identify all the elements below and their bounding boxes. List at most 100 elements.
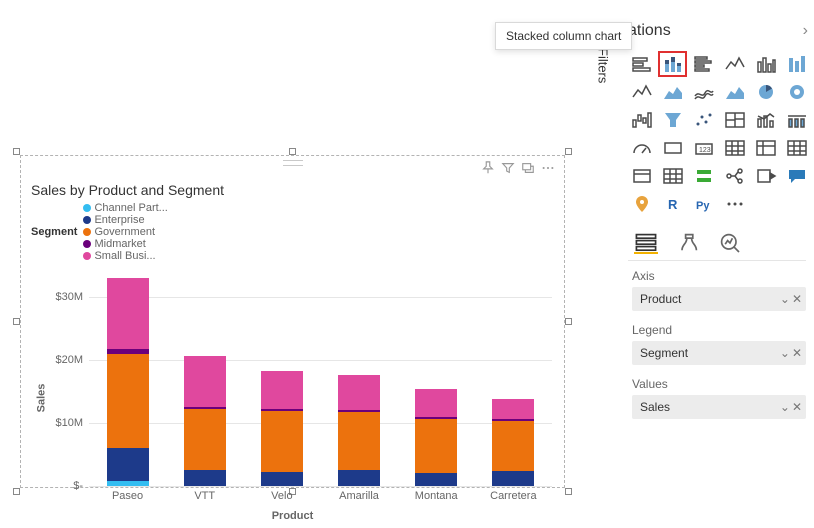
- x-tick-label: Amarilla: [324, 490, 394, 502]
- bar-segment[interactable]: [338, 412, 380, 470]
- bar-segment[interactable]: [261, 371, 303, 409]
- bar-segment[interactable]: [415, 419, 457, 473]
- values-well[interactable]: Sales ⌄✕: [632, 395, 806, 419]
- axis-well[interactable]: Product ⌄✕: [632, 287, 806, 311]
- x-tick-label: Paseo: [93, 490, 163, 502]
- bar-segment[interactable]: [107, 278, 149, 349]
- legend-swatch: [83, 204, 91, 212]
- svg-text:123: 123: [699, 147, 711, 154]
- axis-well-value: Product: [640, 292, 681, 306]
- legend-item[interactable]: Midmarket: [83, 238, 167, 250]
- bar-segment[interactable]: [184, 356, 226, 407]
- viz-type-gauge[interactable]: [628, 136, 655, 160]
- more-options-icon[interactable]: [538, 159, 558, 177]
- bar-segment[interactable]: [492, 421, 534, 471]
- viz-type-slicer[interactable]: [628, 164, 655, 188]
- bar-segment[interactable]: [184, 409, 226, 469]
- bar-segment[interactable]: [107, 481, 149, 486]
- drag-grip-icon[interactable]: [283, 160, 303, 166]
- viz-type-table-alt[interactable]: [783, 136, 810, 160]
- viz-type-map[interactable]: [628, 192, 655, 216]
- remove-field-icon[interactable]: ✕: [792, 346, 802, 360]
- chevron-down-icon[interactable]: ⌄: [780, 292, 790, 306]
- bar-segment[interactable]: [261, 411, 303, 472]
- svg-text:R: R: [668, 197, 678, 212]
- x-tick-label: VTT: [170, 490, 240, 502]
- remove-field-icon[interactable]: ✕: [792, 400, 802, 414]
- bar-segment[interactable]: [107, 354, 149, 448]
- viz-type-ribbon[interactable]: [690, 80, 717, 104]
- viz-type-waterfall[interactable]: [628, 108, 655, 132]
- viz-type-line-alt[interactable]: [628, 80, 655, 104]
- viz-type-funnel[interactable]: [659, 108, 686, 132]
- viz-type-pie[interactable]: [752, 80, 779, 104]
- chevron-down-icon[interactable]: ⌄: [780, 346, 790, 360]
- bar-segment[interactable]: [184, 470, 226, 486]
- viz-type-stacked-column[interactable]: [659, 52, 686, 76]
- chart-plot: $-$10M$20M$30MPaseoVTTVeloAmarillaMontan…: [89, 272, 552, 486]
- legend-well-value: Segment: [640, 346, 688, 360]
- bar-segment[interactable]: [338, 375, 380, 410]
- bar[interactable]: Velo: [261, 371, 303, 486]
- bar-segment[interactable]: [492, 399, 534, 419]
- pin-icon[interactable]: [478, 159, 498, 177]
- legend-swatch: [83, 252, 91, 260]
- legend-item[interactable]: Small Busi...: [83, 250, 167, 262]
- viz-type-clustered-column[interactable]: [752, 52, 779, 76]
- viz-type-area[interactable]: [659, 80, 686, 104]
- gridline: [89, 486, 552, 487]
- filter-icon[interactable]: [498, 159, 518, 177]
- chevron-down-icon[interactable]: ⌄: [780, 400, 790, 414]
- collapse-pane-icon[interactable]: ›: [803, 22, 808, 40]
- remove-field-icon[interactable]: ✕: [792, 292, 802, 306]
- viz-type-multi-row[interactable]: [690, 164, 717, 188]
- bar-segment[interactable]: [492, 471, 534, 486]
- viz-type-qna[interactable]: [783, 164, 810, 188]
- bar-segment[interactable]: [338, 470, 380, 486]
- bar[interactable]: Montana: [415, 389, 457, 486]
- legend-well[interactable]: Segment ⌄✕: [632, 341, 806, 365]
- viz-type-table-grid[interactable]: [659, 164, 686, 188]
- viz-type-decomposition[interactable]: [721, 164, 748, 188]
- viz-type-table[interactable]: [721, 136, 748, 160]
- bar-segment[interactable]: [107, 448, 149, 481]
- viz-type-treemap[interactable]: [721, 108, 748, 132]
- visualization-gallery: 123 R Py: [620, 46, 814, 224]
- bar[interactable]: Amarilla: [338, 375, 380, 486]
- bar-segment[interactable]: [415, 473, 457, 486]
- chart-legend: Segment Channel Part...EnterpriseGovernm…: [21, 200, 564, 262]
- viz-type-scatter[interactable]: [690, 108, 717, 132]
- legend-item[interactable]: Channel Part...: [83, 202, 167, 214]
- viz-type-line[interactable]: [721, 52, 748, 76]
- viz-type-key-influencers[interactable]: [752, 164, 779, 188]
- viz-type-clustered-bar-h[interactable]: [690, 52, 717, 76]
- viz-type-combo[interactable]: [752, 108, 779, 132]
- analytics-tab-icon[interactable]: [718, 232, 742, 254]
- viz-type-bar-stacked-h[interactable]: [628, 52, 655, 76]
- viz-type-matrix[interactable]: [752, 136, 779, 160]
- legend-item-label: Government: [94, 226, 155, 238]
- legend-item[interactable]: Enterprise: [83, 214, 167, 226]
- y-tick-label: $20M: [55, 354, 83, 366]
- bar[interactable]: Paseo: [107, 278, 149, 486]
- viz-type-stacked-bar-alt[interactable]: [783, 52, 810, 76]
- chart-visual[interactable]: Sales by Product and Segment Segment Cha…: [20, 155, 565, 488]
- bar[interactable]: Carretera: [492, 399, 534, 486]
- viz-type-more-icon[interactable]: [721, 192, 748, 216]
- viz-type-card-100[interactable]: [783, 108, 810, 132]
- report-canvas[interactable]: Sales by Product and Segment Segment Cha…: [0, 0, 590, 525]
- format-tab-icon[interactable]: [676, 232, 700, 254]
- viz-type-kpi[interactable]: 123: [690, 136, 717, 160]
- bar-segment[interactable]: [261, 472, 303, 486]
- viz-type-py[interactable]: Py: [690, 192, 717, 216]
- x-tick-label: Montana: [401, 490, 471, 502]
- viz-type-r[interactable]: R: [659, 192, 686, 216]
- bar[interactable]: VTT: [184, 356, 226, 486]
- legend-item[interactable]: Government: [83, 226, 167, 238]
- focus-mode-icon[interactable]: [518, 159, 538, 177]
- fields-tab-icon[interactable]: [634, 232, 658, 254]
- viz-type-donut[interactable]: [783, 80, 810, 104]
- bar-segment[interactable]: [415, 389, 457, 417]
- viz-type-card[interactable]: [659, 136, 686, 160]
- viz-type-area-stacked[interactable]: [721, 80, 748, 104]
